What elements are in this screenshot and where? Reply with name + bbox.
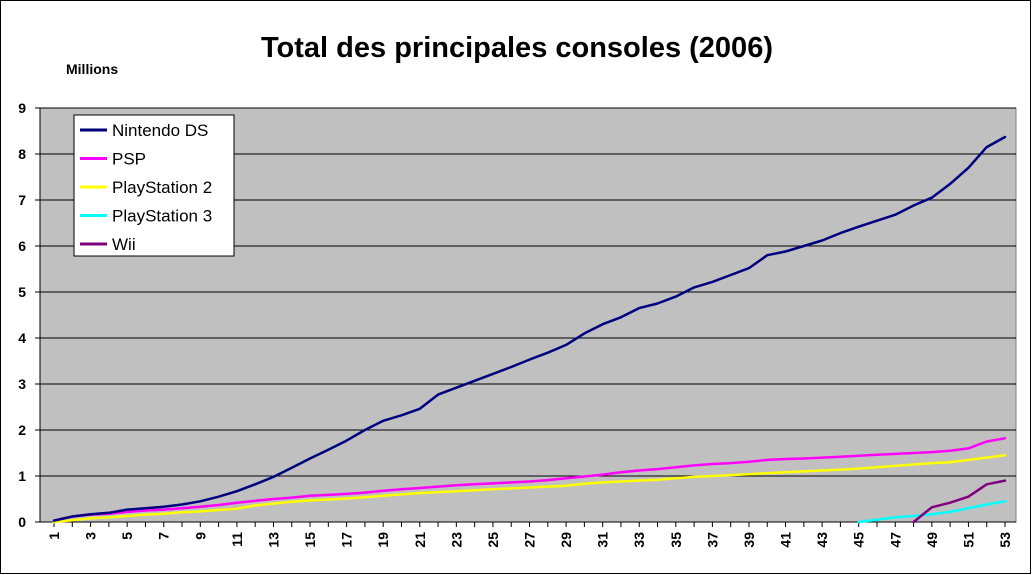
x-axis: 1 3 5 7 9 11 13 15 17 19 21 23 25 27 29 31 33 35 37 39 41 43 4… — [40, 521, 1016, 548]
y-axis-unit-label: Millions — [66, 61, 118, 77]
y-tick-label: 8 — [18, 146, 26, 162]
legend-label-playstation-2: PlayStation 2 — [112, 178, 212, 197]
x-tick-label: 29 — [558, 532, 574, 548]
legend: Nintendo DS PSP PlayStation 2 PlayStation 3… — [73, 114, 235, 257]
series-line-psp — [52, 437, 1007, 522]
legend-label-psp: PSP — [112, 150, 146, 169]
legend-label-nintendo-ds: Nintendo DS — [112, 121, 208, 140]
x-tick-label: 15 — [302, 532, 318, 548]
series-line-playstation-2 — [52, 454, 1007, 524]
x-tick-label: 1 — [46, 532, 62, 540]
x-tick-label: 43 — [814, 532, 830, 548]
x-tick-label: 17 — [339, 532, 355, 548]
x-tick-label: 39 — [741, 532, 757, 548]
x-tick-label: 19 — [375, 532, 391, 548]
x-tick-label: 35 — [668, 532, 684, 548]
x-tick-label: 7 — [156, 532, 172, 540]
x-tick-label: 3 — [83, 532, 99, 540]
y-tick-label: 6 — [18, 238, 26, 254]
x-tick-label: 53 — [997, 532, 1013, 548]
legend-label-wii: Wii — [112, 235, 136, 254]
x-tick-label: 51 — [960, 532, 976, 548]
x-tick-label: 25 — [485, 532, 501, 548]
series-lines — [52, 135, 1007, 524]
x-tick-label: 33 — [631, 532, 647, 548]
x-tick-label: 5 — [119, 532, 135, 540]
x-tick-label: 37 — [704, 532, 720, 548]
y-tick-label: 3 — [18, 376, 26, 392]
y-tick-label: 2 — [18, 422, 26, 438]
x-tick-label: 23 — [448, 532, 464, 548]
y-tick-label: 5 — [18, 284, 26, 300]
y-tick-label: 7 — [18, 192, 26, 208]
x-tick-label: 11 — [229, 532, 245, 547]
chart-title: Total des principales consoles (2006) — [261, 32, 773, 64]
x-tick-label: 13 — [265, 532, 281, 548]
y-tick-label: 9 — [18, 100, 26, 116]
x-tick-label: 31 — [595, 532, 611, 548]
series-line-playstation-3 — [857, 500, 1007, 524]
x-tick-label: 41 — [778, 532, 794, 548]
y-tick-label: 4 — [18, 330, 26, 346]
x-tick-label: 45 — [851, 532, 867, 548]
y-tick-label: 0 — [18, 514, 26, 530]
series-line-wii — [912, 479, 1007, 524]
x-tick-label: 47 — [887, 532, 903, 548]
x-tick-label: 9 — [192, 532, 208, 540]
y-tick-label: 1 — [18, 468, 26, 484]
series-line-nintendo-ds — [52, 135, 1007, 522]
x-tick-label: 49 — [924, 532, 940, 548]
legend-label-playstation-3: PlayStation 3 — [112, 207, 212, 226]
y-axis: 0 1 2 3 4 5 6 7 8 9 — [18, 100, 41, 530]
x-tick-label: 27 — [522, 532, 538, 548]
x-tick-label: 21 — [412, 532, 428, 548]
